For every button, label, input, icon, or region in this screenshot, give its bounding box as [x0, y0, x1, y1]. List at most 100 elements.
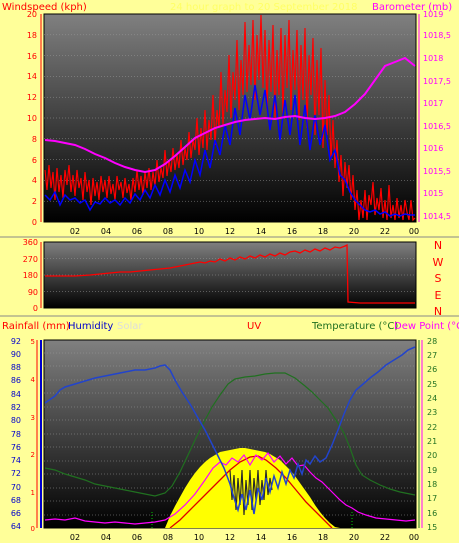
- humidity-label: Humidity: [68, 321, 114, 332]
- temperature-tick: 27: [427, 351, 437, 360]
- bottom-x-tick: 10: [194, 533, 204, 542]
- windspeed-tick: 12: [27, 93, 37, 102]
- bottom-x-tick: 04: [101, 533, 111, 542]
- barometer-tick: 1017: [423, 99, 443, 108]
- barometer-tick: 1014,5: [423, 212, 451, 221]
- humidity-tick: 72: [11, 469, 21, 478]
- bottom-x-tick: 16: [287, 533, 297, 542]
- top-x-tick: 08: [163, 227, 173, 236]
- compass-label: S: [435, 272, 442, 285]
- barometer-tick: 1019: [423, 10, 443, 19]
- bottom-x-tick: 06: [132, 533, 142, 542]
- bottom-x-tick: 00: [409, 533, 419, 542]
- top-x-tick: 04: [101, 227, 111, 236]
- temperature-tick: 23: [427, 408, 437, 417]
- humidity-tick: 84: [11, 390, 21, 399]
- graph-title: 24 hour graph to 20 September 2018: [170, 2, 358, 13]
- barometer-tick: 1018: [423, 54, 443, 63]
- humidity-tick: 80: [11, 416, 21, 425]
- windspeed-tick: 8: [32, 135, 37, 144]
- humidity-tick: 90: [11, 350, 21, 359]
- humidity-tick: 88: [11, 363, 21, 372]
- winddir-tick: 0: [33, 304, 38, 313]
- solar-label: Solar: [117, 321, 143, 332]
- humidity-tick: 78: [11, 430, 21, 439]
- temperature-tick: 22: [427, 423, 437, 432]
- top-x-tick: 20: [349, 227, 359, 236]
- rainfall-axis-title: Rainfall (mm): [2, 321, 70, 332]
- windspeed-tick: 18: [27, 31, 37, 40]
- top-x-tick: 10: [194, 227, 204, 236]
- bottom-x-tick: 14: [256, 533, 266, 542]
- compass-label: W: [433, 256, 444, 269]
- barometer-tick: 1017,5: [423, 77, 451, 86]
- winddir-tick: 90: [28, 288, 38, 297]
- humidity-tick: 74: [11, 456, 21, 465]
- rainfall-tick: 0: [31, 525, 35, 533]
- barometer-tick: 1018,5: [423, 31, 451, 40]
- temperature-series: [44, 372, 416, 497]
- top-x-tick: 14: [256, 227, 266, 236]
- bottom-x-tick: 20: [349, 533, 359, 542]
- bottom-x-tick: 08: [163, 533, 173, 542]
- top-x-tick: 22: [380, 227, 390, 236]
- compass-label: N: [434, 239, 442, 252]
- temperature-tick: 16: [427, 509, 437, 518]
- windspeed-tick: 14: [27, 72, 37, 81]
- humidity-tick: 64: [11, 522, 21, 531]
- barometer-tick: 1015: [423, 189, 443, 198]
- temperature-tick: 25: [427, 380, 437, 389]
- temperature-tick: 20: [427, 451, 437, 460]
- solar-max-series: [151, 510, 353, 528]
- temperature-tick: 24: [427, 394, 437, 403]
- windspeed-tick: 6: [32, 156, 37, 165]
- compass-label: N: [434, 305, 442, 318]
- winddir-tick: 180: [23, 271, 38, 280]
- humidity-tick: 70: [11, 483, 21, 492]
- windspeed-tick: 4: [32, 176, 37, 185]
- bottom-x-tick: 22: [380, 533, 390, 542]
- barometer-tick: 1016,5: [423, 122, 451, 131]
- bottom-x-tick: 12: [225, 533, 235, 542]
- top-x-tick: 06: [132, 227, 142, 236]
- temperature-tick: 26: [427, 365, 437, 374]
- temperature-tick: 21: [427, 437, 437, 446]
- windspeed-tick: 20: [27, 10, 37, 19]
- humidity-tick: 82: [11, 403, 21, 412]
- humidity-tick: 66: [11, 509, 21, 518]
- windspeed-average-series: [44, 84, 415, 217]
- rainfall-tick: 2: [31, 451, 35, 459]
- humidity-series: [44, 346, 416, 515]
- rainfall-tick: 3: [31, 414, 35, 422]
- barometer-tick: 1016: [423, 144, 443, 153]
- humidity-tick: 76: [11, 443, 21, 452]
- humidity-tick: 68: [11, 496, 21, 505]
- bottom-x-tick: 02: [70, 533, 80, 542]
- temperature-tick: 15: [427, 523, 437, 532]
- temperature-tick: 28: [427, 337, 437, 346]
- winddir-tick: 360: [23, 238, 38, 247]
- windspeed-gust-series: [44, 14, 416, 222]
- windspeed-tick: 16: [27, 52, 37, 61]
- humidity-tick: 92: [11, 337, 21, 346]
- temperature-tick: 18: [427, 480, 437, 489]
- solar-area: [165, 448, 340, 528]
- top-x-tick: 12: [225, 227, 235, 236]
- windspeed-tick: 10: [27, 114, 37, 123]
- windspeed-tick: 2: [32, 197, 37, 206]
- winddir-series: [45, 243, 415, 304]
- temperature-tick: 17: [427, 494, 437, 503]
- windspeed-tick: 0: [32, 218, 37, 227]
- barometer-tick: 1015,5: [423, 167, 451, 176]
- rainfall-tick: 4: [31, 376, 36, 384]
- dewpoint-series: [44, 452, 416, 525]
- barometer-axis-title: Barometer (mb): [372, 2, 453, 13]
- top-x-tick: 18: [318, 227, 328, 236]
- compass-label: E: [435, 289, 442, 302]
- rainfall-tick: 5: [31, 338, 35, 346]
- uv-label: UV: [247, 321, 262, 332]
- top-x-tick: 02: [70, 227, 80, 236]
- top-x-tick: 00: [409, 227, 419, 236]
- rainfall-tick: 1: [31, 489, 35, 497]
- bottom-x-tick: 18: [318, 533, 328, 542]
